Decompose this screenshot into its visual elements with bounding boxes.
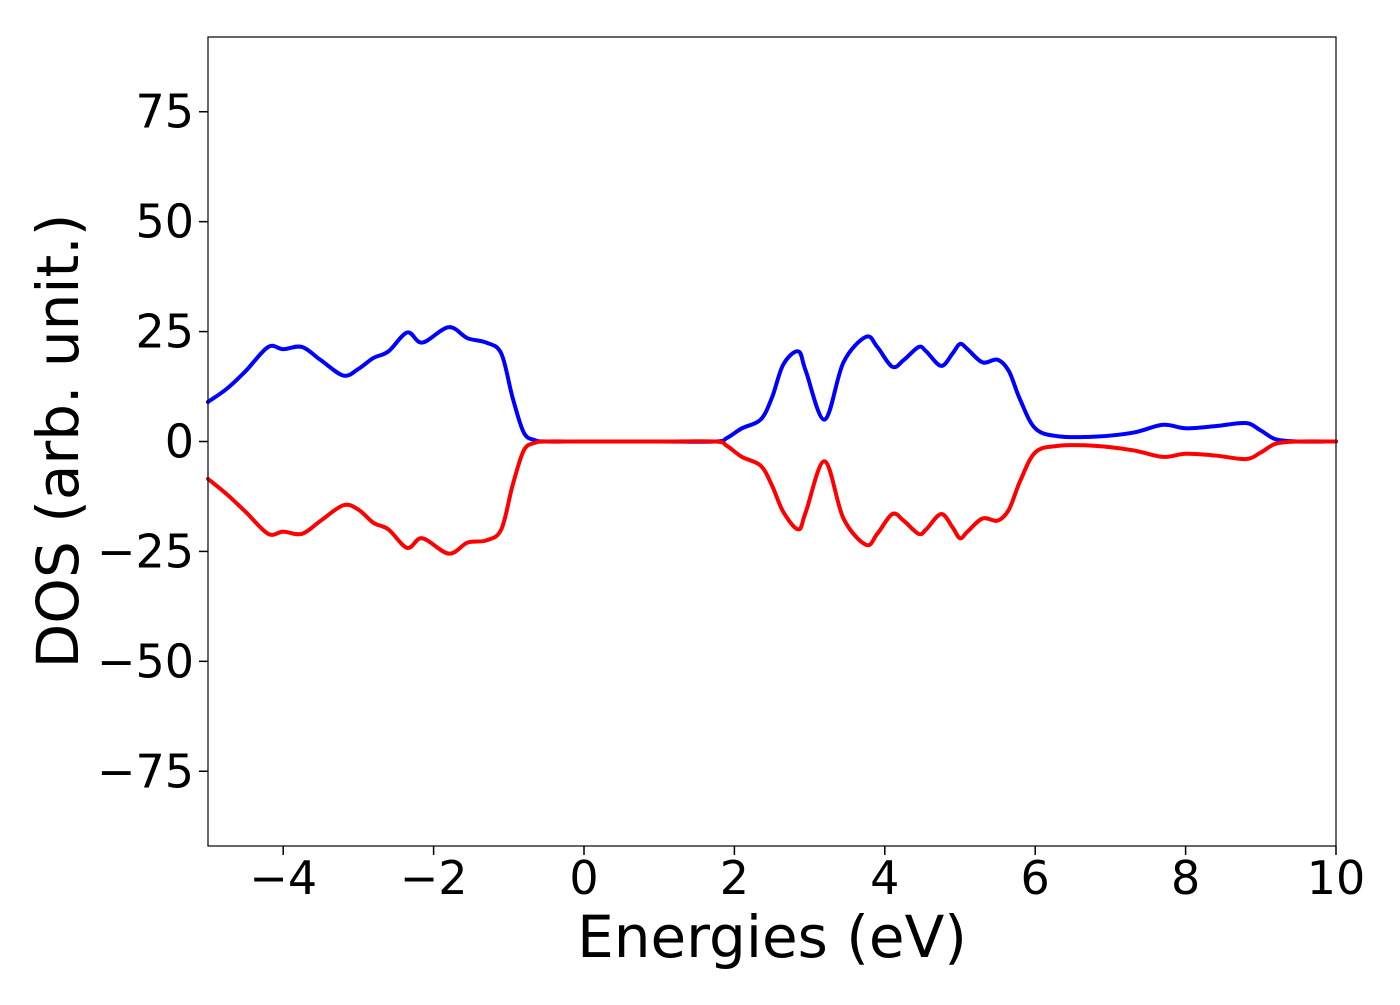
y-tick-label: −25 [97, 524, 194, 578]
y-tick-label: 75 [135, 85, 194, 139]
x-tick-label: 6 [1021, 851, 1050, 905]
y-tick-label: 0 [165, 415, 194, 469]
x-tick-label: 0 [569, 851, 598, 905]
x-tick-label: −2 [400, 851, 468, 905]
y-tick-label: −50 [97, 634, 194, 688]
x-axis-title: Energies (eV) [577, 903, 967, 971]
series-layer [206, 325, 1338, 556]
y-axis-title: DOS (arb. unit.) [24, 214, 92, 669]
x-tick-label: −4 [249, 851, 317, 905]
x-tick-label: 4 [870, 851, 899, 905]
y-tick-label: 25 [135, 305, 194, 359]
y-tick-label: −75 [97, 744, 194, 798]
x-tick-label: 2 [720, 851, 749, 905]
series-line-2 [206, 439, 1338, 556]
x-axis-ticks: −4 −2 0 2 4 6 8 10 [249, 846, 1365, 905]
plot-area-background [208, 37, 1336, 846]
y-tick-label: 50 [135, 195, 194, 249]
x-tick-label: 10 [1307, 851, 1366, 905]
y-axis-ticks: 75 50 25 0 −25 −50 −75 [97, 85, 208, 798]
x-tick-label: 8 [1171, 851, 1200, 905]
series-line-1 [206, 325, 1338, 444]
